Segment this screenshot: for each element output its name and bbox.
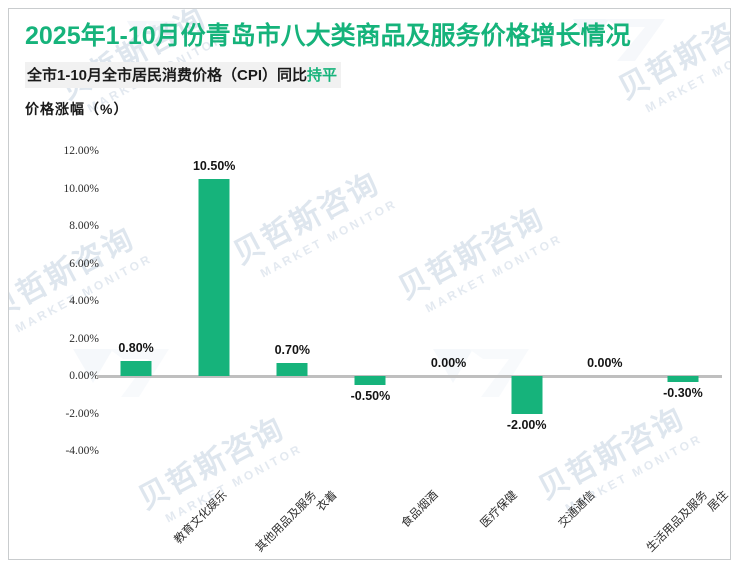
bar-value-label: 0.70% bbox=[274, 342, 311, 357]
y-axis-tick: -2.00% bbox=[65, 407, 99, 420]
bar-value-label: 0.00% bbox=[430, 356, 467, 370]
y-axis-tick: 6.00% bbox=[69, 257, 99, 270]
bar[interactable] bbox=[511, 376, 543, 414]
bar-series: 0.80% 教育文化娱乐 10.50% 其他用品及服务 0.70% 衣着 -0.50% 食品烟… bbox=[97, 139, 730, 555]
bar[interactable] bbox=[198, 179, 230, 376]
bar[interactable] bbox=[667, 376, 699, 382]
y-axis-tick: 2.00% bbox=[69, 332, 99, 345]
y-axis-tick-labels: 12.00% 10.00% 8.00% 6.00% 4.00% 2.00% 0.00% -2.… bbox=[17, 139, 99, 479]
chart-subtitle: 全市1-10月全市居民消费价格（CPI）同比持平 bbox=[27, 64, 337, 85]
bar-group[interactable]: 0.00% 生活用品及服务 bbox=[566, 139, 710, 555]
y-axis-tick: 8.00% bbox=[69, 220, 99, 232]
plot-area: 12.00% 10.00% 8.00% 6.00% 4.00% 2.00% 0.00% -2.… bbox=[9, 139, 730, 559]
subtitle-banner: 全市1-10月全市居民消费价格（CPI）同比持平 bbox=[25, 62, 342, 89]
y-axis-tick: 12.00% bbox=[63, 145, 99, 157]
x-axis-tick-label: 衣着 bbox=[315, 489, 340, 514]
bar-value-label: -0.50% bbox=[350, 389, 391, 404]
x-axis-tick-label: 医疗保健 bbox=[478, 489, 520, 531]
bar-group[interactable]: -2.00% 交通通信 bbox=[488, 139, 597, 530]
subtitle-main-text: 全市1-10月全市居民消费价格（CPI）同比 bbox=[27, 67, 308, 85]
x-axis-tick-label: 食品烟酒 bbox=[400, 489, 442, 531]
chart-card: 贝哲斯咨询 MARKET MONITOR 贝哲斯咨询 MARKET MONITO… bbox=[8, 8, 731, 560]
y-axis-tick: 10.00% bbox=[63, 182, 99, 195]
x-axis-tick-label: 其他用品及服务 bbox=[253, 489, 320, 555]
bar-value-label: 0.80% bbox=[118, 341, 154, 355]
bar-group[interactable]: 10.50% 其他用品及服务 bbox=[175, 139, 319, 554]
bar-value-label: -0.30% bbox=[663, 385, 703, 400]
bar-group[interactable]: 0.70% 衣着 bbox=[253, 139, 340, 514]
y-axis-tick: -4.00% bbox=[65, 445, 99, 457]
page-title: 2025年1-10月份青岛市八大类商品及服务价格增长情况 bbox=[25, 22, 631, 50]
bar[interactable] bbox=[354, 376, 386, 386]
x-axis-tick-label: 居住 bbox=[705, 489, 731, 514]
bar[interactable] bbox=[120, 361, 152, 376]
bar-value-label: -2.00% bbox=[506, 417, 547, 432]
bar-value-label: 0.00% bbox=[587, 356, 623, 370]
bar-value-label: 10.50% bbox=[192, 159, 236, 174]
x-axis-tick-label: 生活用品及服务 bbox=[644, 489, 710, 555]
chart-header: 2025年1-10月份青岛市八大类商品及服务价格增长情况 全市1-10月全市居民… bbox=[9, 9, 730, 119]
x-axis-tick-label: 教育文化娱乐 bbox=[172, 489, 230, 547]
y-axis-caption: 价格涨幅（%） bbox=[25, 101, 129, 118]
subtitle-highlight-text: 持平 bbox=[307, 67, 338, 85]
bar-group[interactable]: -0.50% 食品烟酒 bbox=[331, 139, 441, 530]
bar-group[interactable]: 0.80% 教育文化娱乐 bbox=[97, 139, 229, 546]
y-axis-tick: 0.00% bbox=[69, 370, 99, 382]
x-axis-tick-label: 交通通信 bbox=[556, 489, 598, 531]
y-axis-tick: 4.00% bbox=[69, 295, 99, 307]
zero-baseline bbox=[97, 375, 722, 378]
bar[interactable] bbox=[276, 362, 308, 376]
bar-group[interactable]: 0.00% 医疗保健 bbox=[410, 139, 519, 530]
bar-group[interactable]: -0.30% 居住 bbox=[644, 139, 730, 514]
